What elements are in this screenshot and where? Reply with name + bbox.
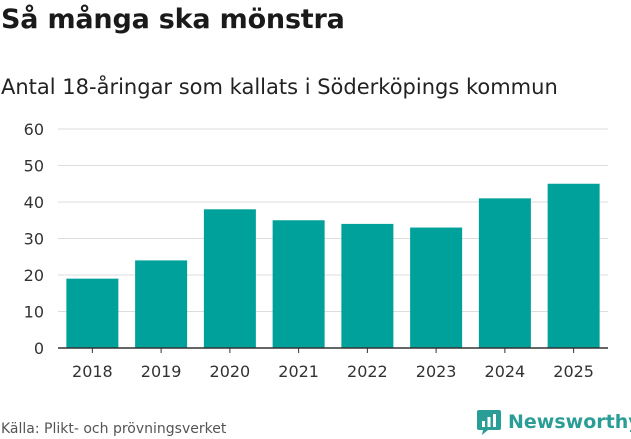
y-tick-label: 10: [24, 303, 44, 322]
source-note: Källa: Plikt- och prövningsverket: [1, 421, 227, 437]
y-tick-label: 60: [24, 120, 44, 139]
bar: [272, 220, 325, 348]
x-tick-label: 2025: [553, 362, 594, 381]
chart-title: Så många ska mönstra: [1, 4, 345, 35]
x-tick-label: 2018: [72, 362, 113, 381]
bar: [66, 278, 119, 348]
y-tick-label: 30: [24, 230, 44, 249]
x-tick-label: 2019: [141, 362, 182, 381]
bar: [341, 223, 394, 348]
x-tick-label: 2021: [278, 362, 319, 381]
brand-logo: Newsworthy: [476, 407, 631, 437]
y-tick-label: 50: [24, 157, 44, 176]
bar-chart: 0 10 20 30 40 50 60 2018 2019 2020 2021 2022 2023 202…: [24, 120, 608, 381]
x-tick-label: 2023: [416, 362, 457, 381]
chart-subtitle: Antal 18-åringar som kallats i Söderköpi…: [1, 75, 558, 99]
bar: [410, 227, 463, 348]
x-tick-label: 2020: [210, 362, 251, 381]
bar: [135, 260, 188, 348]
bar: [547, 183, 600, 348]
newsworthy-chart-bubble-icon: [477, 410, 501, 435]
brand-name: Newsworthy: [508, 411, 631, 433]
y-tick-label: 20: [24, 266, 44, 285]
y-tick-label: 40: [24, 193, 44, 212]
y-tick-label: 0: [34, 339, 44, 358]
bar: [203, 209, 256, 348]
bar: [478, 198, 531, 348]
x-tick-label: 2022: [347, 362, 388, 381]
x-tick-label: 2024: [485, 362, 526, 381]
